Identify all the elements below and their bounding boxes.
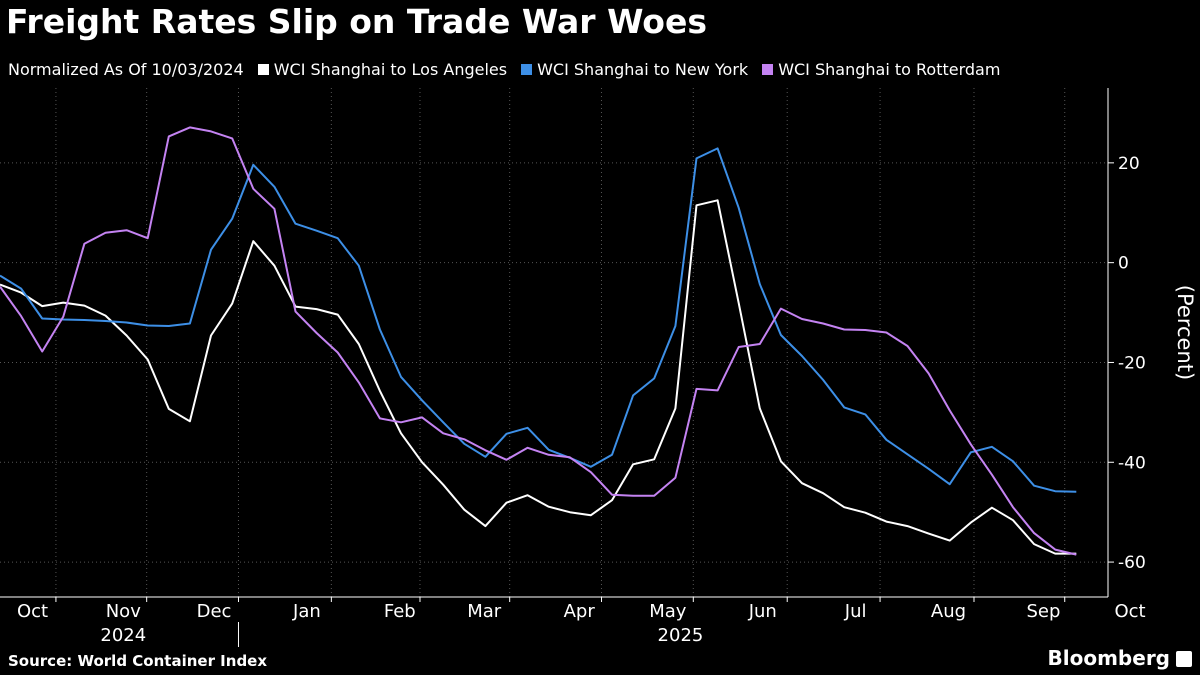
y-tick-label: -60 bbox=[1118, 553, 1146, 573]
year-label: 2025 bbox=[658, 625, 704, 646]
y-tick-label: 20 bbox=[1118, 154, 1140, 174]
x-tick-label: Oct bbox=[1114, 601, 1145, 622]
x-tick-label: Aug bbox=[931, 601, 966, 622]
x-tick-label: May bbox=[649, 601, 687, 622]
series-line-rotterdam bbox=[0, 126, 1077, 556]
x-tick-label: Jul bbox=[844, 601, 867, 622]
y-tick-label: 0 bbox=[1118, 254, 1129, 274]
legend-label-new-york: WCI Shanghai to New York bbox=[537, 60, 749, 79]
x-tick-label: Oct bbox=[17, 601, 48, 622]
y-tick-label: -40 bbox=[1118, 453, 1146, 473]
series-line-new-york bbox=[0, 147, 1077, 493]
y-tick-label: -20 bbox=[1118, 353, 1146, 373]
x-tick-label: Mar bbox=[467, 601, 502, 622]
legend-entry-los-angeles: WCI Shanghai to Los Angeles bbox=[257, 60, 508, 79]
legend-label-rotterdam: WCI Shanghai to Rotterdam bbox=[778, 60, 1001, 79]
bloomberg-logo: Bloomberg bbox=[1047, 646, 1170, 670]
chart-title: Freight Rates Slip on Trade War Woes bbox=[6, 2, 707, 41]
y-axis-label: (Percent) bbox=[1173, 285, 1197, 380]
x-tick-label: Jun bbox=[748, 601, 777, 622]
source-note: Source: World Container Index bbox=[8, 652, 268, 670]
legend-entry-rotterdam: WCI Shanghai to Rotterdam bbox=[762, 60, 1000, 79]
x-tick-label: Feb bbox=[384, 601, 416, 622]
x-tick-label: Dec bbox=[197, 601, 232, 622]
legend-label-los-angeles: WCI Shanghai to Los Angeles bbox=[273, 60, 508, 79]
x-tick-label: Nov bbox=[106, 601, 141, 622]
x-tick-label: Sep bbox=[1027, 601, 1061, 622]
legend-swatch-los-angeles bbox=[257, 64, 269, 75]
legend-swatch-new-york bbox=[521, 64, 533, 75]
legend-normalization-note: Normalized As Of 10/03/2024 bbox=[8, 60, 244, 79]
chart-legend: Normalized As Of 10/03/2024 WCI Shanghai… bbox=[8, 60, 1014, 79]
legend-entry-new-york: WCI Shanghai to New York bbox=[521, 60, 748, 79]
year-label: 2024 bbox=[100, 625, 146, 646]
bloomberg-icon bbox=[1176, 651, 1192, 667]
x-tick-label: Jan bbox=[292, 601, 321, 622]
x-tick-label: Apr bbox=[564, 601, 596, 622]
series-line-los-angeles bbox=[0, 199, 1077, 555]
legend-swatch-rotterdam bbox=[762, 64, 774, 75]
